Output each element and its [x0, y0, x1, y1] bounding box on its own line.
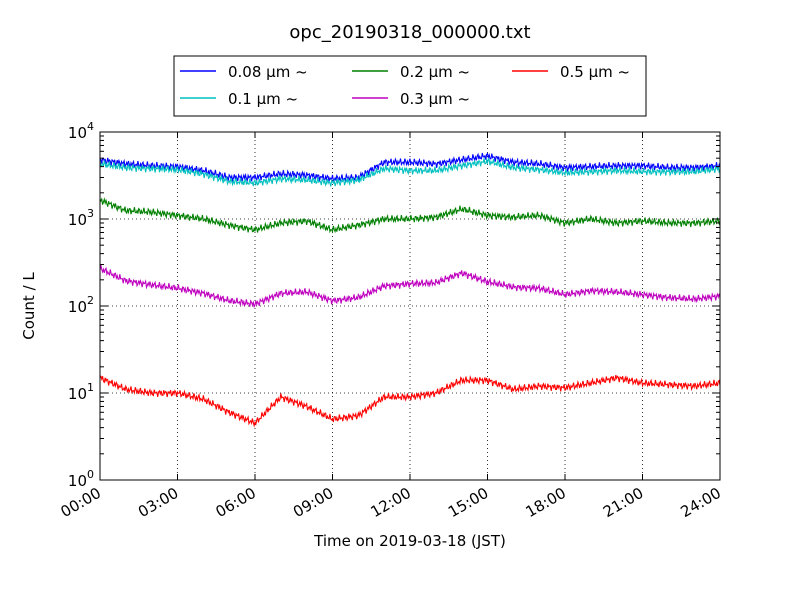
y-tick-base: 10 [68, 124, 87, 142]
series-line [99, 197, 721, 234]
y-tick-label: 104 [68, 120, 94, 142]
gridlines [100, 132, 720, 480]
y-tick-label: 100 [68, 468, 94, 490]
y-tick-exponent: 4 [87, 120, 94, 133]
legend-frame [173, 55, 647, 117]
legend-label: 0.3 μm ~ [400, 90, 470, 108]
data-series [99, 152, 721, 428]
series-line [99, 157, 721, 187]
series-line [99, 265, 721, 308]
series-line [99, 152, 721, 183]
y-tick-base: 10 [68, 298, 87, 316]
legend-label: 0.5 μm ~ [560, 63, 630, 81]
y-tick-base: 10 [68, 385, 87, 403]
y-tick-base: 10 [68, 472, 87, 490]
y-tick-exponent: 3 [87, 207, 94, 220]
y-tick-base: 10 [68, 211, 87, 229]
legend: 0.08 μm ~ 0.1 μm ~ 0.2 μm ~ 0.3 μm ~ 0.5 μm … [173, 55, 647, 117]
series-line [99, 374, 721, 428]
chart-title: opc_20190318_000000.txt [289, 22, 530, 43]
legend-label: 0.08 μm ~ [228, 63, 308, 81]
y-tick-exponent: 1 [87, 381, 94, 394]
y-tick-exponent: 0 [87, 468, 94, 481]
y-axis-label: Count / L [20, 272, 38, 340]
y-tick-label: 103 [68, 207, 94, 229]
x-axis-label: Time on 2019-03-18 (JST) [313, 532, 506, 550]
legend-label: 0.1 μm ~ [228, 90, 298, 108]
y-tick-exponent: 2 [87, 294, 94, 307]
y-tick-label: 102 [68, 294, 94, 316]
y-tick-label: 101 [68, 381, 94, 403]
legend-label: 0.2 μm ~ [400, 63, 470, 81]
